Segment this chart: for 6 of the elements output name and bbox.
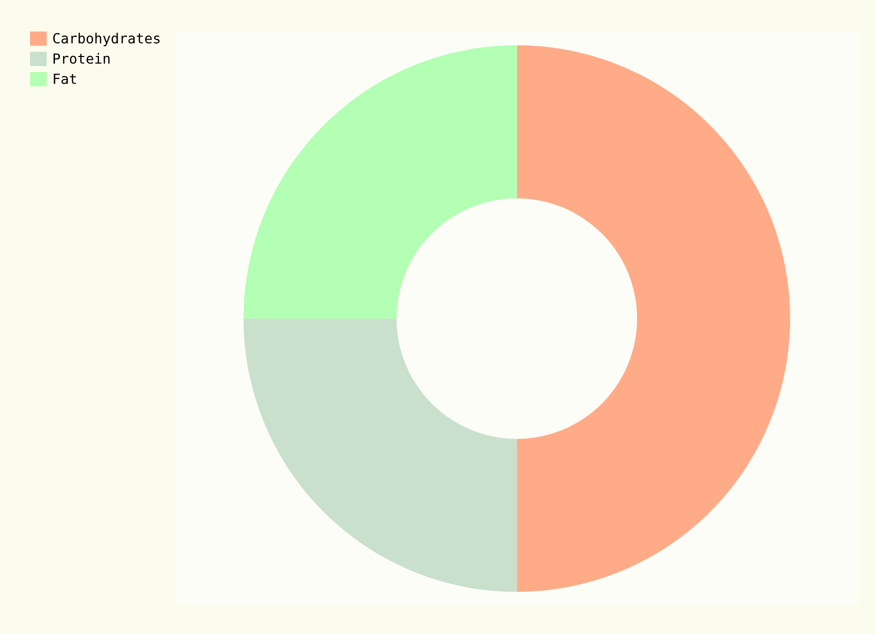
donut-slice bbox=[516, 45, 790, 592]
legend-label: Fat bbox=[54, 74, 76, 84]
legend-label: Protein bbox=[54, 53, 110, 64]
donut-slice bbox=[244, 45, 517, 319]
donut-slice bbox=[244, 318, 517, 592]
legend-label: Carbohydrates bbox=[53, 32, 160, 46]
